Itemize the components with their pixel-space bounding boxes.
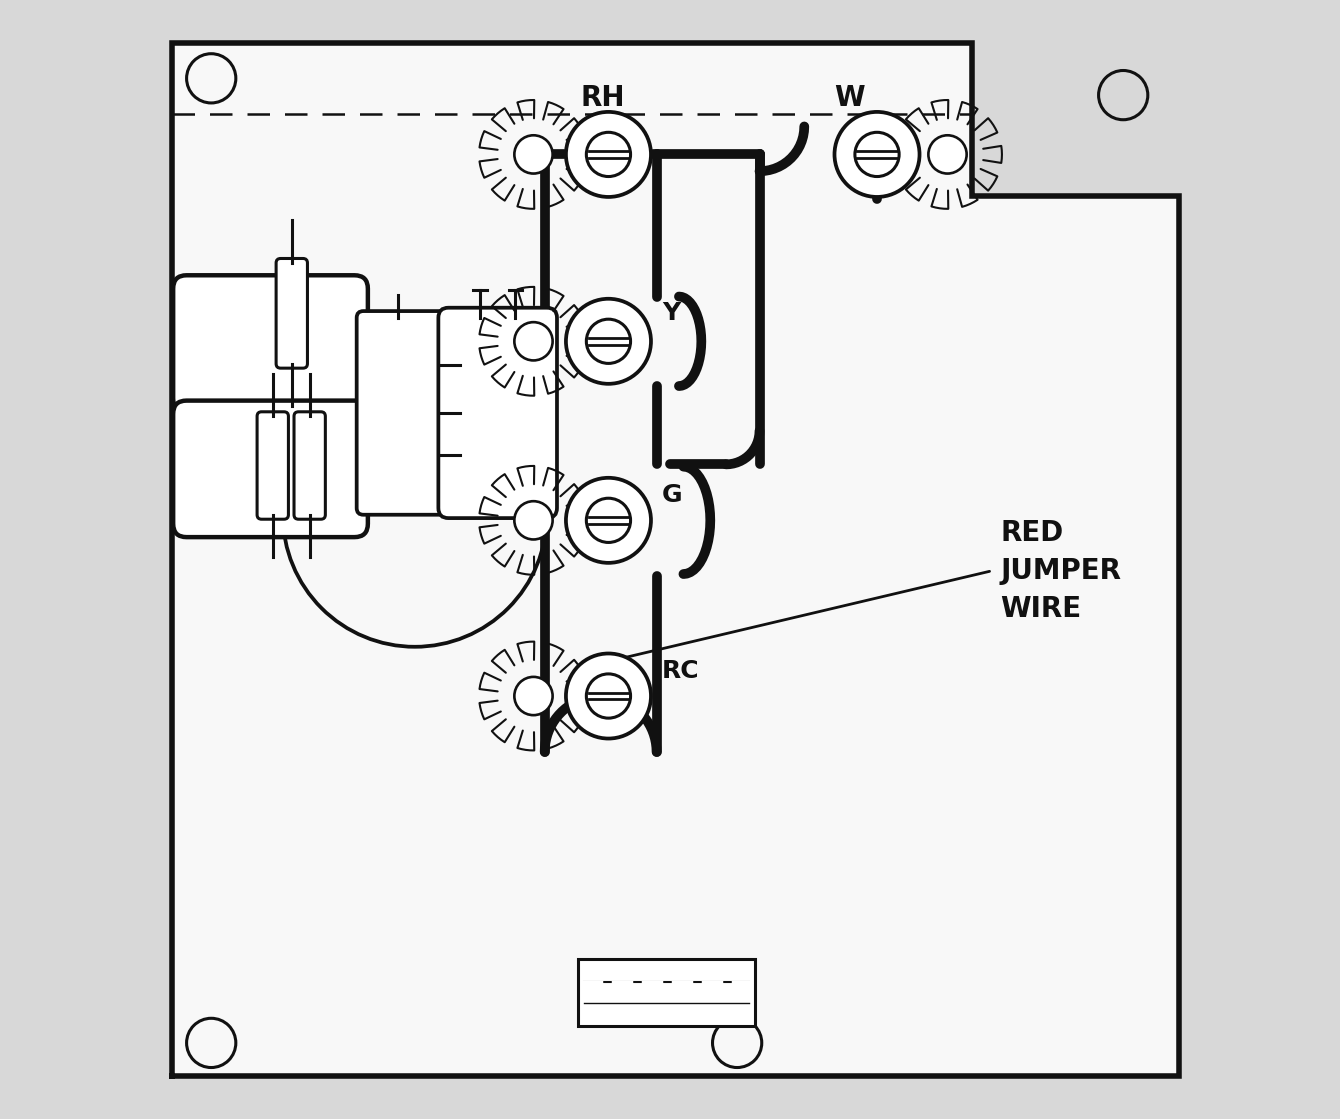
Circle shape <box>565 112 651 197</box>
FancyBboxPatch shape <box>257 412 288 519</box>
Text: RC: RC <box>662 659 699 684</box>
FancyBboxPatch shape <box>356 311 446 515</box>
Circle shape <box>929 135 966 173</box>
Text: RH: RH <box>580 84 624 113</box>
Text: JUMPER: JUMPER <box>1000 556 1122 585</box>
FancyBboxPatch shape <box>276 258 307 368</box>
Text: RED: RED <box>1000 518 1064 547</box>
Circle shape <box>565 653 651 739</box>
Circle shape <box>835 112 919 197</box>
Text: WIRE: WIRE <box>1000 594 1081 623</box>
Circle shape <box>565 299 651 384</box>
Circle shape <box>515 677 552 715</box>
Polygon shape <box>172 43 1179 1076</box>
Text: G: G <box>662 482 683 507</box>
Text: Y: Y <box>662 301 681 326</box>
Circle shape <box>565 478 651 563</box>
Circle shape <box>515 501 552 539</box>
FancyBboxPatch shape <box>438 308 557 518</box>
Text: W: W <box>833 84 864 113</box>
FancyBboxPatch shape <box>173 275 368 412</box>
FancyBboxPatch shape <box>173 401 368 537</box>
Bar <box>579 959 754 1026</box>
Circle shape <box>515 322 552 360</box>
Circle shape <box>515 135 552 173</box>
FancyBboxPatch shape <box>293 412 326 519</box>
